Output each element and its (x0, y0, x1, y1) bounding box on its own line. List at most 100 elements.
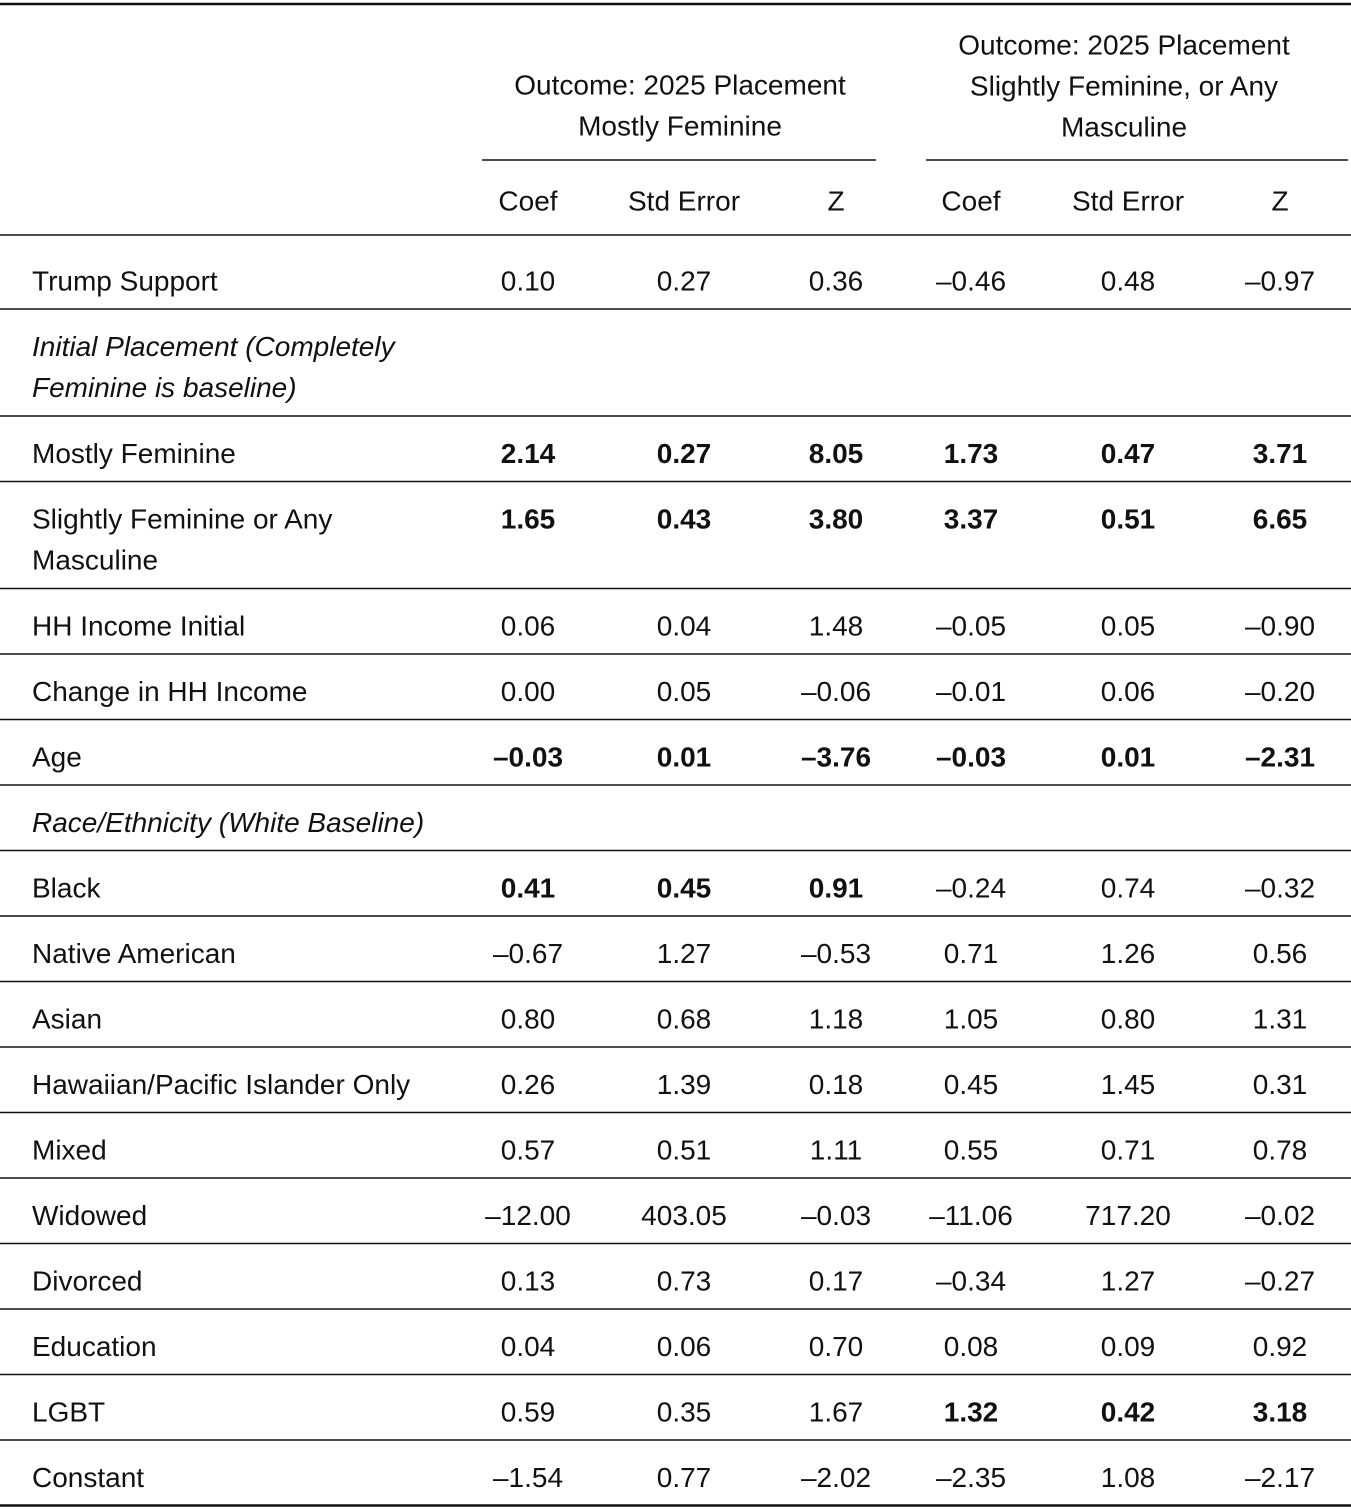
cell: 0.80 (1101, 1004, 1156, 1035)
cell: –0.32 (1245, 873, 1315, 904)
cell: 0.10 (501, 266, 556, 297)
column-header: Coef (941, 186, 1000, 217)
cell: 0.57 (501, 1135, 556, 1166)
cell: –1.54 (493, 1462, 563, 1493)
cell: 0.06 (657, 1331, 712, 1362)
group-header: Outcome: 2025 Placement (514, 70, 846, 101)
cell: 0.06 (501, 611, 556, 642)
cell: 1.39 (657, 1069, 712, 1100)
cell: 1.67 (809, 1397, 864, 1428)
cell: 8.05 (809, 438, 864, 469)
cell: –0.03 (936, 742, 1006, 773)
cell: 0.06 (1101, 676, 1156, 707)
section-label: Race/Ethnicity (White Baseline) (32, 807, 424, 838)
cell: 0.47 (1101, 438, 1156, 469)
cell: –0.24 (936, 873, 1006, 904)
cell: 1.27 (1101, 1266, 1156, 1297)
cell: 0.00 (501, 676, 556, 707)
cell: 1.27 (657, 938, 712, 969)
cell: 0.51 (657, 1135, 712, 1166)
cell: 1.18 (809, 1004, 864, 1035)
cell: 1.05 (944, 1004, 999, 1035)
row-label: LGBT (32, 1397, 105, 1428)
row-label: Hawaiian/Pacific Islander Only (32, 1069, 410, 1100)
cell: –0.46 (936, 266, 1006, 297)
column-header: Z (1271, 186, 1288, 217)
cell: 0.71 (944, 938, 999, 969)
cell: –0.03 (493, 742, 563, 773)
cell: 1.65 (501, 504, 556, 535)
cell: –2.35 (936, 1462, 1006, 1493)
cell: –0.06 (801, 676, 871, 707)
cell: –0.97 (1245, 266, 1315, 297)
row-label: Education (32, 1331, 157, 1362)
cell: 1.48 (809, 611, 864, 642)
cell: –3.76 (801, 742, 871, 773)
cell: 0.92 (1253, 1331, 1308, 1362)
column-header: Std Error (1072, 186, 1184, 217)
cell: 0.04 (657, 611, 712, 642)
cell: 0.77 (657, 1462, 712, 1493)
group-header: Outcome: 2025 Placement (958, 30, 1290, 61)
cell: 0.18 (809, 1069, 864, 1100)
cell: –0.53 (801, 938, 871, 969)
cell: 1.45 (1101, 1069, 1156, 1100)
cell: 0.01 (657, 742, 712, 773)
cell: 3.71 (1253, 438, 1308, 469)
cell: 1.26 (1101, 938, 1156, 969)
cell: 403.05 (641, 1200, 727, 1231)
row-label: Mixed (32, 1135, 107, 1166)
cell: 3.18 (1253, 1397, 1308, 1428)
cell: 0.35 (657, 1397, 712, 1428)
cell: –0.27 (1245, 1266, 1315, 1297)
cell: 0.68 (657, 1004, 712, 1035)
cell: 0.13 (501, 1266, 556, 1297)
cell: –0.67 (493, 938, 563, 969)
section-label: Initial Placement (Completely (32, 331, 397, 362)
cell: 0.45 (944, 1069, 999, 1100)
cell: –12.00 (485, 1200, 571, 1231)
row-label: Widowed (32, 1200, 147, 1231)
row-label: Masculine (32, 545, 158, 576)
cell: 0.51 (1101, 504, 1156, 535)
cell: 1.31 (1253, 1004, 1308, 1035)
cell: 1.73 (944, 438, 999, 469)
cell: –2.17 (1245, 1462, 1315, 1493)
cell: 0.91 (809, 873, 864, 904)
row-label: Black (32, 873, 101, 904)
cell: 0.80 (501, 1004, 556, 1035)
row-label: Age (32, 742, 82, 773)
cell: 6.65 (1253, 504, 1308, 535)
column-header: Z (827, 186, 844, 217)
row-label: Native American (32, 938, 236, 969)
cell: 3.80 (809, 504, 864, 535)
cell: 3.37 (944, 504, 999, 535)
cell: 0.27 (657, 438, 712, 469)
cell: 0.31 (1253, 1069, 1308, 1100)
cell: 0.74 (1101, 873, 1156, 904)
cell: –0.05 (936, 611, 1006, 642)
cell: 0.55 (944, 1135, 999, 1166)
row-label: Trump Support (32, 266, 218, 297)
group-header: Mostly Feminine (578, 111, 782, 142)
cell: 0.73 (657, 1266, 712, 1297)
cell: 0.26 (501, 1069, 556, 1100)
group-header: Slightly Feminine, or Any (970, 71, 1278, 102)
cell: 0.42 (1101, 1397, 1156, 1428)
cell: 0.78 (1253, 1135, 1308, 1166)
cell: 0.71 (1101, 1135, 1156, 1166)
cell: 0.41 (501, 873, 556, 904)
cell: 0.09 (1101, 1331, 1156, 1362)
cell: 0.56 (1253, 938, 1308, 969)
row-label: Slightly Feminine or Any (32, 504, 332, 535)
cell: 0.45 (657, 873, 712, 904)
cell: 0.43 (657, 504, 712, 535)
cell: 0.17 (809, 1266, 864, 1297)
cell: 1.08 (1101, 1462, 1156, 1493)
cell: –0.90 (1245, 611, 1315, 642)
row-label: Mostly Feminine (32, 438, 236, 469)
cell: 0.04 (501, 1331, 556, 1362)
cell: 0.70 (809, 1331, 864, 1362)
cell: –0.34 (936, 1266, 1006, 1297)
